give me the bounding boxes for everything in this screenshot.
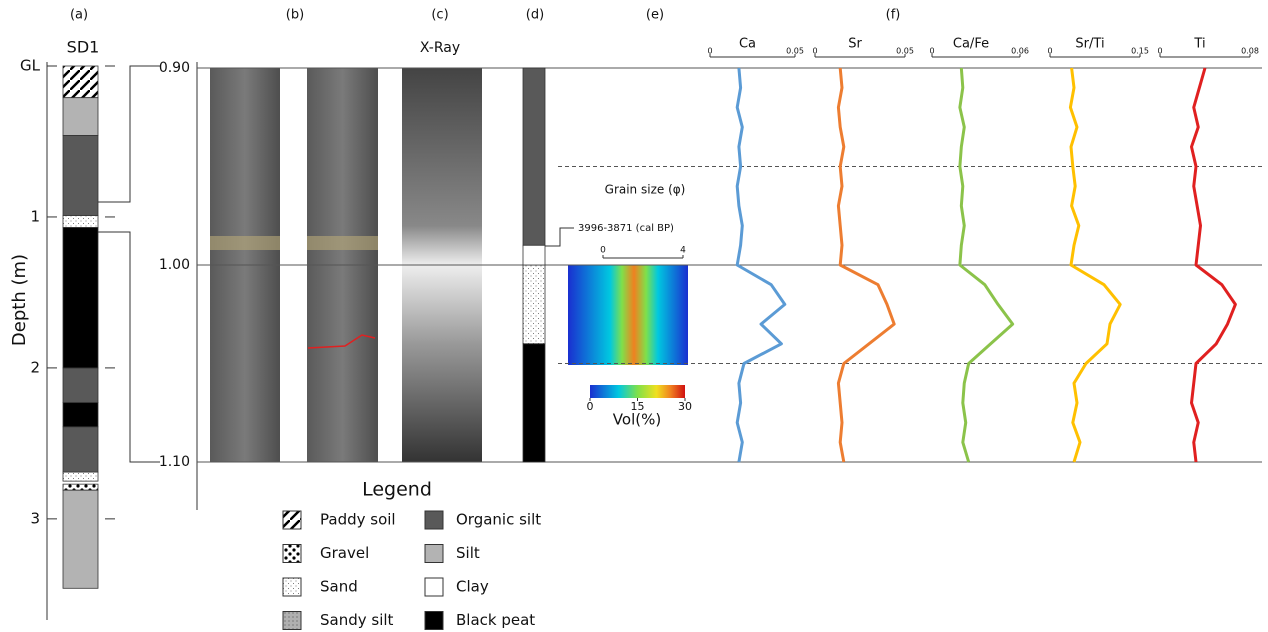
y-tick-label: 2 xyxy=(30,358,40,376)
layer xyxy=(523,265,545,344)
panel-label: (d) xyxy=(526,8,544,23)
legend-swatch xyxy=(425,612,443,630)
x-tick-label: 0.08 xyxy=(1241,47,1259,56)
photo-band xyxy=(307,236,378,250)
layer xyxy=(63,484,98,490)
x-tick-label: 0.06 xyxy=(1011,47,1029,56)
layer xyxy=(63,490,98,588)
colorbar-tick-label: 15 xyxy=(631,400,645,413)
x-tick-label: 0.05 xyxy=(786,47,804,56)
y-tick-label: 1.00 xyxy=(159,257,190,273)
x-tick-label: 0 xyxy=(600,246,606,256)
colorbar-tick-label: 30 xyxy=(678,400,692,413)
date-label: 3996-3871 (cal BP) xyxy=(578,223,674,234)
layer xyxy=(523,68,545,245)
panel-title: Sr/Ti xyxy=(1075,37,1104,52)
panel-title: Ti xyxy=(1193,37,1205,52)
x-tick-label: 0 xyxy=(812,47,817,56)
sd1-title: SD1 xyxy=(67,38,100,57)
x-tick-label: 0.05 xyxy=(896,47,914,56)
legend-swatch xyxy=(425,545,443,563)
x-tick-label: 4 xyxy=(680,246,686,256)
legend-swatch xyxy=(283,612,301,630)
panel-label: (c) xyxy=(431,8,448,23)
y-tick-label: 1 xyxy=(30,207,40,225)
date-leader xyxy=(545,228,574,246)
layer xyxy=(63,403,98,427)
panel-label: (e) xyxy=(646,8,664,23)
layer xyxy=(523,245,545,265)
panel-title: Sr xyxy=(848,37,862,52)
legend-label: Sand xyxy=(320,578,358,596)
photo-band xyxy=(210,236,280,250)
panel-title: Ca xyxy=(739,37,756,52)
panel-label: (f) xyxy=(886,8,901,23)
layer xyxy=(63,427,98,472)
depth-axis-label: Depth (m) xyxy=(9,254,30,346)
layer xyxy=(63,135,98,215)
xray-title: X-Ray xyxy=(420,40,460,56)
legend-label: Paddy soil xyxy=(320,511,396,529)
legend-label: Gravel xyxy=(320,544,369,562)
x-tick-label: 0 xyxy=(1157,47,1162,56)
layer xyxy=(63,215,98,227)
layout xyxy=(47,62,688,620)
panel-title: Ca/Fe xyxy=(953,37,989,52)
colorbar-label: Vol(%) xyxy=(613,411,661,429)
figure: (a) (b) (c) (d) (e) (f) SD1 X-Ray Depth … xyxy=(0,0,1268,632)
layer xyxy=(523,344,545,462)
layer xyxy=(63,66,98,98)
layer xyxy=(63,228,98,368)
grain-heatmap xyxy=(568,265,688,365)
legend-label: Clay xyxy=(456,578,489,596)
x-tick-label: 0 xyxy=(707,47,712,56)
legend-label: Silt xyxy=(456,544,480,562)
legend-title: Legend xyxy=(362,479,432,501)
layer xyxy=(63,368,98,403)
layer xyxy=(63,98,98,136)
legend-label: Sandy silt xyxy=(320,611,394,629)
legend-swatch xyxy=(283,545,301,563)
legend-swatch xyxy=(425,578,443,596)
connector xyxy=(98,232,160,462)
y-tick-label: 1.10 xyxy=(159,454,190,470)
connector xyxy=(98,66,160,202)
panel-label: (b) xyxy=(286,8,304,23)
colorbar-tick-label: 0 xyxy=(587,400,594,413)
y-tick-label: 0.90 xyxy=(159,60,190,76)
legend-swatch xyxy=(425,511,443,529)
legend-swatch xyxy=(283,511,301,529)
legend-label: Organic silt xyxy=(456,511,541,529)
legend-label: Black peat xyxy=(456,611,535,629)
legend-swatch xyxy=(283,578,301,596)
grain-title: Grain size (φ) xyxy=(605,183,686,197)
y-tick-label: 3 xyxy=(30,509,40,527)
layer xyxy=(63,472,98,481)
x-tick-label: 0 xyxy=(929,47,934,56)
x-tick-label: 0.15 xyxy=(1131,47,1149,56)
y-tick-label: GL xyxy=(20,57,41,75)
x-tick-label: 0 xyxy=(1047,47,1052,56)
colorbar xyxy=(590,385,685,398)
panel-label: (a) xyxy=(70,8,88,23)
